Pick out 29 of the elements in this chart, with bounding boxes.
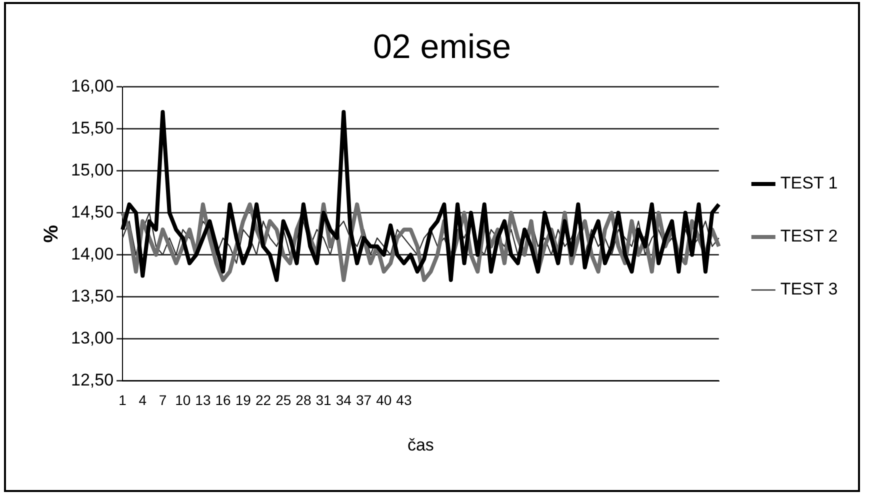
- y-tick-label: 14,50: [70, 202, 114, 222]
- y-tick-label: 15,50: [70, 118, 114, 138]
- x-tick-label: 43: [396, 392, 412, 408]
- y-tick-label: 14,00: [70, 244, 114, 264]
- y-tick-label: 13,00: [70, 328, 114, 348]
- y-tick-label: 12,50: [70, 370, 114, 390]
- legend-label: TEST 3: [780, 280, 838, 299]
- x-tick-label: 31: [316, 392, 332, 408]
- legend-label: TEST 2: [780, 226, 838, 246]
- x-tick-label: 37: [356, 392, 372, 408]
- chart-title: 02 emise: [373, 28, 511, 66]
- x-tick-label: 34: [336, 392, 352, 408]
- x-tick-label: 25: [276, 392, 292, 408]
- x-tick-label: 13: [195, 392, 211, 408]
- x-tick-label: 1: [118, 392, 127, 408]
- x-tick-label: 7: [158, 392, 167, 408]
- x-tick-label: 16: [215, 392, 232, 408]
- x-tick-label: 10: [175, 392, 191, 408]
- y-axis-title: %: [40, 224, 63, 243]
- y-tick-label: 16,00: [70, 76, 114, 96]
- x-tick-label: 22: [255, 392, 272, 408]
- x-tick-label: 4: [138, 392, 147, 408]
- legend-label: TEST 1: [780, 174, 838, 193]
- x-axis-title: čas: [407, 435, 434, 454]
- y-tick-label: 13,50: [70, 286, 114, 306]
- x-tick-label: 28: [296, 392, 312, 408]
- x-tick-label: 19: [235, 392, 252, 408]
- y-tick-label: 15,00: [70, 160, 114, 180]
- x-tick-label: 40: [376, 392, 392, 408]
